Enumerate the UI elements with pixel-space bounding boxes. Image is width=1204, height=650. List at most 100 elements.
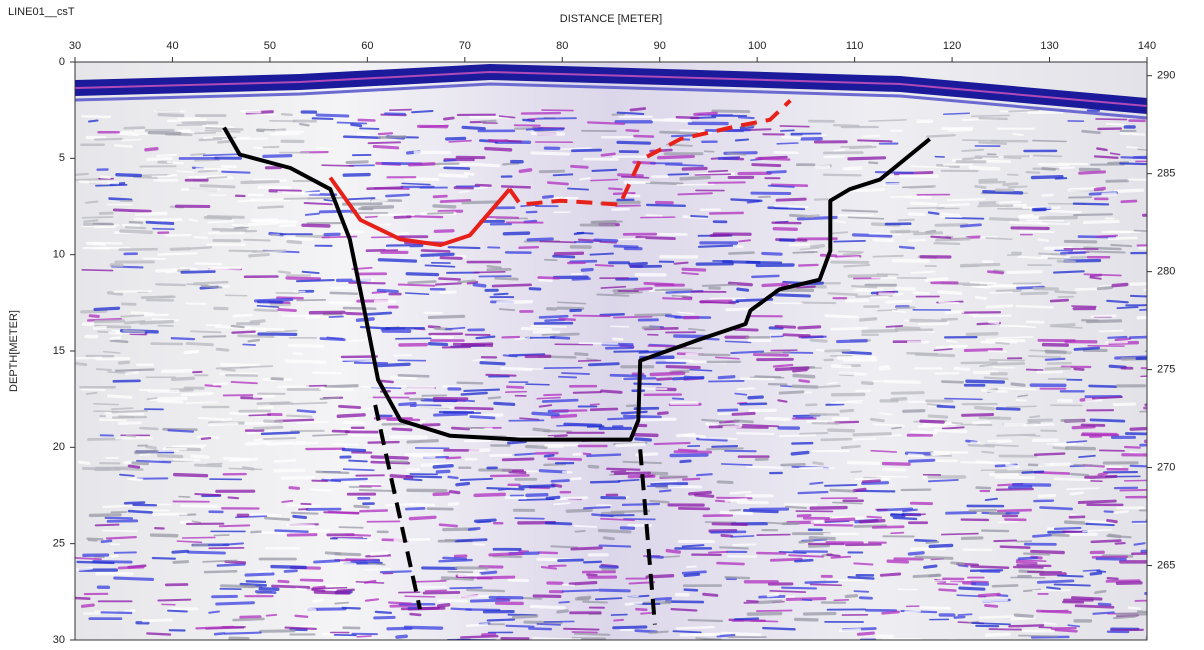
reflection-streak [475, 571, 484, 572]
reflection-streak [558, 611, 568, 612]
reflection-streak [129, 466, 138, 467]
reflection-streak [474, 272, 505, 273]
reflection-streak [439, 600, 467, 601]
reflection-streak [933, 580, 971, 581]
reflection-streak [987, 340, 1024, 341]
reflection-streak [461, 636, 497, 637]
reflection-streak [344, 308, 375, 309]
reflection-streak [1017, 400, 1026, 401]
reflection-streak [800, 381, 809, 382]
reflection-streak [619, 175, 643, 176]
y2-tick-label: 265 [1157, 559, 1175, 571]
reflection-streak [887, 301, 911, 302]
reflection-streak [147, 633, 170, 634]
reflection-streak [537, 624, 560, 625]
reflection-streak [267, 443, 293, 444]
reflection-streak [730, 510, 740, 511]
reflection-streak [994, 541, 1016, 542]
reflection-streak [349, 461, 367, 462]
reflection-streak [876, 172, 913, 173]
reflection-streak [531, 326, 566, 327]
reflection-streak [386, 504, 413, 505]
reflection-streak [844, 168, 861, 169]
reflection-streak [486, 375, 515, 376]
reflection-streak [539, 277, 559, 278]
reflection-streak [650, 632, 668, 633]
reflection-streak [295, 443, 317, 444]
reflection-streak [544, 621, 573, 622]
reflection-streak [545, 455, 553, 456]
reflection-streak [833, 502, 862, 503]
reflection-streak [880, 413, 891, 414]
reflection-streak [977, 488, 990, 489]
reflection-streak [339, 539, 372, 540]
reflection-streak [226, 375, 257, 376]
reflection-streak [991, 219, 1018, 220]
y-tick-label: 0 [59, 56, 65, 68]
reflection-streak [602, 391, 621, 392]
reflection-streak [439, 278, 459, 279]
reflection-streak [265, 421, 282, 422]
reflection-streak [96, 525, 119, 526]
reflection-streak [660, 490, 671, 491]
reflection-streak [112, 408, 133, 409]
reflection-streak [132, 313, 154, 314]
reflection-streak [841, 146, 871, 147]
reflection-streak [1084, 274, 1120, 275]
reflection-streak [775, 206, 807, 207]
reflection-streak [181, 522, 192, 523]
reflection-streak [979, 594, 999, 595]
reflection-streak [315, 592, 348, 593]
reflection-streak [1046, 359, 1065, 360]
reflection-streak [998, 522, 1017, 523]
reflection-streak [288, 525, 314, 526]
reflection-streak [579, 343, 617, 344]
y-tick-label: 25 [53, 538, 65, 550]
reflection-streak [1008, 175, 1018, 176]
reflection-streak [470, 450, 488, 451]
reflection-streak [1055, 479, 1090, 480]
reflection-streak [551, 546, 577, 547]
reflection-streak [540, 316, 567, 317]
reflection-streak [315, 561, 339, 562]
reflection-streak [1051, 211, 1081, 212]
reflection-streak [626, 603, 641, 604]
reflection-streak [1113, 284, 1127, 285]
reflection-streak [110, 199, 132, 200]
reflection-streak [488, 266, 501, 267]
reflection-streak [540, 241, 575, 242]
reflection-streak [595, 240, 617, 241]
reflection-streak [883, 469, 904, 470]
reflection-streak [461, 479, 492, 480]
reflection-streak [892, 427, 901, 428]
reflection-streak [842, 210, 877, 211]
reflection-streak [321, 398, 339, 399]
reflection-streak [182, 393, 212, 394]
reflection-streak [575, 526, 597, 527]
reflection-streak [1074, 214, 1112, 215]
reflection-streak [506, 498, 526, 499]
reflection-streak [903, 510, 917, 511]
reflection-streak [509, 442, 526, 443]
reflection-streak [1074, 204, 1108, 205]
reflection-streak [1041, 507, 1072, 508]
reflection-streak [677, 117, 698, 118]
reflection-streak [205, 571, 236, 572]
reflection-streak [1019, 636, 1057, 637]
reflection-streak [1122, 201, 1136, 202]
reflection-streak [612, 471, 626, 472]
reflection-streak [278, 386, 308, 387]
reflection-streak [255, 299, 291, 300]
reflection-streak [1080, 172, 1105, 173]
reflection-streak [426, 590, 446, 591]
reflection-streak [500, 309, 515, 310]
reflection-streak [535, 129, 563, 130]
reflection-streak [391, 476, 411, 477]
reflection-streak [955, 617, 965, 618]
reflection-streak [197, 169, 229, 170]
reflection-streak [360, 128, 378, 129]
reflection-streak [831, 490, 852, 491]
reflection-streak [1097, 559, 1125, 560]
reflection-streak [976, 297, 985, 298]
reflection-streak [494, 294, 507, 295]
